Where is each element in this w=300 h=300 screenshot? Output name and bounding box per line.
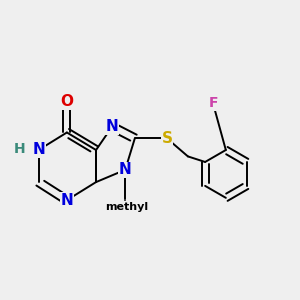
Text: N: N xyxy=(106,119,118,134)
Text: F: F xyxy=(208,96,218,110)
Text: N: N xyxy=(61,193,73,208)
Text: N: N xyxy=(119,162,132,177)
Text: N: N xyxy=(32,142,45,158)
Text: H: H xyxy=(14,142,26,156)
Text: methyl: methyl xyxy=(123,199,128,200)
Text: S: S xyxy=(161,131,172,146)
Text: O: O xyxy=(60,94,74,110)
Text: methyl: methyl xyxy=(105,202,148,212)
